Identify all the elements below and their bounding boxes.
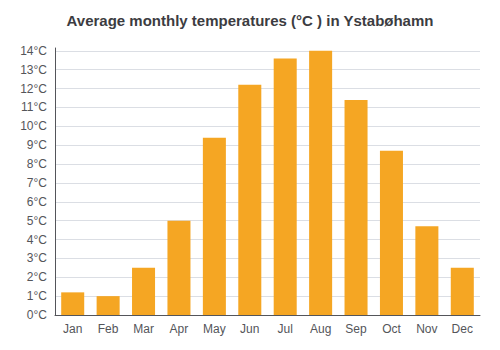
- svg-text:Jul: Jul: [278, 322, 293, 336]
- svg-text:May: May: [203, 322, 226, 336]
- svg-text:8°C: 8°C: [27, 157, 47, 171]
- svg-text:6°C: 6°C: [27, 195, 47, 209]
- svg-text:Feb: Feb: [98, 322, 119, 336]
- svg-text:Dec: Dec: [452, 322, 473, 336]
- svg-text:9°C: 9°C: [27, 138, 47, 152]
- svg-text:3°C: 3°C: [27, 251, 47, 265]
- svg-text:Aug: Aug: [310, 322, 331, 336]
- svg-text:10°C: 10°C: [20, 119, 47, 133]
- svg-text:Oct: Oct: [382, 322, 401, 336]
- svg-text:12°C: 12°C: [20, 82, 47, 96]
- svg-text:1°C: 1°C: [27, 289, 47, 303]
- svg-text:7°C: 7°C: [27, 176, 47, 190]
- svg-text:4°C: 4°C: [27, 233, 47, 247]
- svg-text:Jan: Jan: [63, 322, 82, 336]
- svg-text:11°C: 11°C: [21, 100, 47, 114]
- svg-text:Sep: Sep: [345, 322, 367, 336]
- svg-text:0°C: 0°C: [27, 308, 47, 322]
- svg-text:Jun: Jun: [240, 322, 259, 336]
- svg-text:5°C: 5°C: [27, 214, 47, 228]
- svg-text:14°C: 14°C: [20, 44, 47, 58]
- svg-text:Mar: Mar: [133, 322, 154, 336]
- svg-text:13°C: 13°C: [20, 63, 47, 77]
- svg-text:2°C: 2°C: [27, 270, 47, 284]
- svg-text:Nov: Nov: [416, 322, 437, 336]
- svg-text:Apr: Apr: [170, 322, 189, 336]
- svg-text:Average monthly temperatures (: Average monthly temperatures (°C ) in Ys…: [67, 12, 434, 29]
